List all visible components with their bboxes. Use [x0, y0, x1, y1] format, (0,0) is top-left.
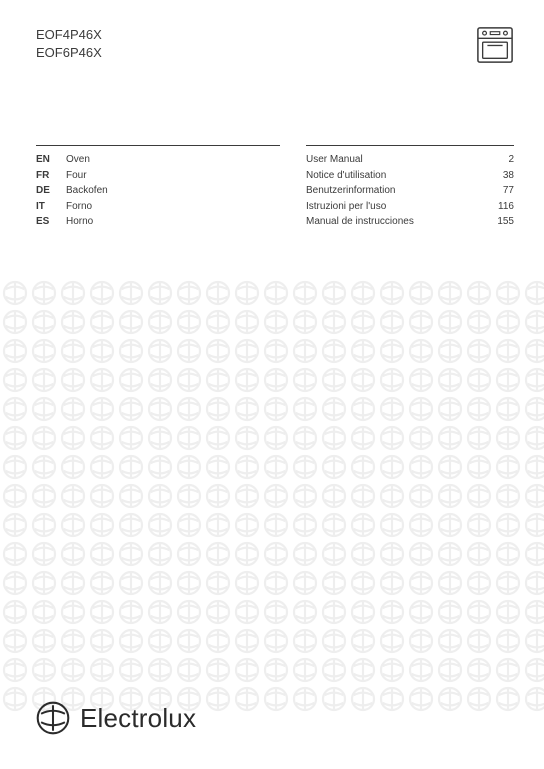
model-numbers: EOF4P46X EOF6P46X [36, 26, 102, 61]
language-left-column: ENOven FRFour DEBackofen ITForno ESHorno [36, 145, 280, 230]
lang-code: DE [36, 183, 66, 199]
header: EOF4P46X EOF6P46X [36, 26, 514, 64]
brand-block: Electrolux [36, 701, 196, 735]
manual-row: Benutzerinformation77 [306, 183, 514, 199]
lang-code: ES [36, 214, 66, 230]
language-table: ENOven FRFour DEBackofen ITForno ESHorno… [36, 145, 514, 230]
lang-name: Four [66, 168, 280, 184]
page-number: 38 [474, 168, 514, 184]
lang-row: ENOven [36, 152, 280, 168]
lang-code: EN [36, 152, 66, 168]
lang-row: ESHorno [36, 214, 280, 230]
model-line: EOF6P46X [36, 44, 102, 62]
manual-name: Manual de instrucciones [306, 214, 474, 230]
manual-name: Benutzerinformation [306, 183, 474, 199]
lang-code: FR [36, 168, 66, 184]
brand-name: Electrolux [80, 703, 196, 734]
manual-name: Istruzioni per l'uso [306, 199, 474, 215]
page-number: 155 [474, 214, 514, 230]
watermark-pattern [0, 278, 544, 769]
page-number: 116 [474, 199, 514, 215]
manual-row: Manual de instrucciones155 [306, 214, 514, 230]
lang-row: FRFour [36, 168, 280, 184]
manual-row: User Manual2 [306, 152, 514, 168]
lang-name: Forno [66, 199, 280, 215]
manual-row: Notice d'utilisation38 [306, 168, 514, 184]
electrolux-logo-icon [36, 701, 70, 735]
language-right-column: User Manual2 Notice d'utilisation38 Benu… [306, 145, 514, 230]
manual-name: User Manual [306, 152, 474, 168]
lang-row: DEBackofen [36, 183, 280, 199]
lang-row: ITForno [36, 199, 280, 215]
oven-icon [476, 26, 514, 64]
lang-name: Backofen [66, 183, 280, 199]
page-number: 77 [474, 183, 514, 199]
lang-code: IT [36, 199, 66, 215]
manual-row: Istruzioni per l'uso116 [306, 199, 514, 215]
lang-name: Horno [66, 214, 280, 230]
page-number: 2 [474, 152, 514, 168]
model-line: EOF4P46X [36, 26, 102, 44]
manual-name: Notice d'utilisation [306, 168, 474, 184]
lang-name: Oven [66, 152, 280, 168]
